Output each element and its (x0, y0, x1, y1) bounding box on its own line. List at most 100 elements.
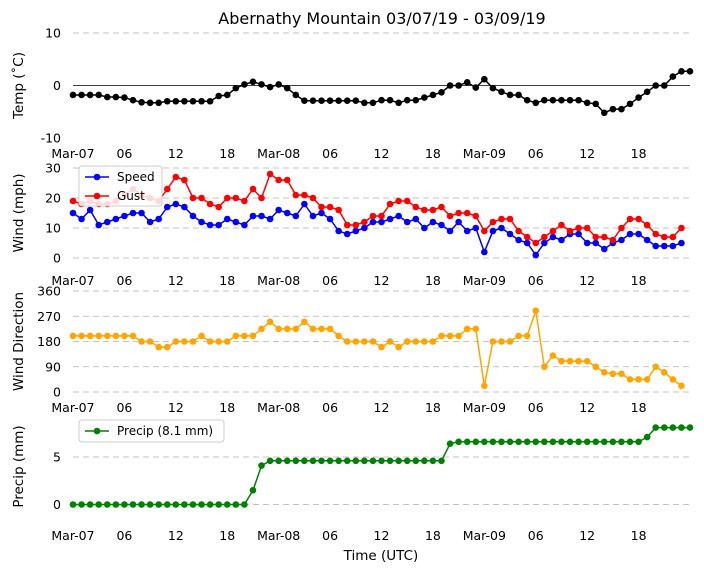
data-point (378, 457, 385, 465)
data-point (163, 501, 171, 508)
data-point (318, 325, 325, 333)
data-point (421, 224, 428, 232)
y-tick-label: 0 (53, 385, 61, 400)
x-tick-label: 18 (425, 273, 441, 288)
data-point (275, 457, 282, 465)
data-point (455, 218, 462, 226)
data-point (652, 230, 660, 238)
legend: Precip (8.1 mm) (78, 419, 225, 443)
x-tick-label: 12 (168, 528, 184, 543)
data-point (575, 357, 582, 365)
data-point (609, 438, 617, 446)
x-tick-label: 12 (579, 273, 595, 288)
panel-dir: 360 270 180 90 0 Wind Direction Mar-07 06 12 18 Ma… (11, 284, 690, 415)
data-point (69, 332, 77, 340)
data-point (463, 79, 471, 86)
data-point (283, 457, 291, 465)
data-point (660, 424, 668, 431)
data-point (78, 332, 85, 340)
x-tick-label: 06 (322, 146, 338, 161)
data-point (335, 97, 342, 105)
data-point (206, 338, 214, 345)
data-point (155, 215, 162, 223)
data-point (481, 438, 488, 446)
x-tick-label: Mar-07 (51, 273, 94, 288)
data-point (198, 97, 205, 105)
data-point (498, 224, 505, 232)
data-point (549, 352, 557, 359)
data-point (575, 230, 582, 238)
data-point (249, 78, 257, 86)
data-point (395, 99, 402, 107)
x-tick-label: 06 (322, 528, 338, 543)
data-point (583, 224, 591, 232)
series-line (72, 172, 682, 244)
data-point (463, 209, 471, 217)
data-point (112, 332, 120, 340)
data-point (609, 105, 617, 113)
data-point (352, 338, 360, 345)
data-point (506, 338, 514, 345)
data-point (318, 457, 325, 465)
data-point (532, 438, 540, 446)
data-point (249, 486, 257, 494)
data-point (532, 307, 540, 314)
x-tick-label: 18 (425, 400, 441, 415)
data-point (241, 81, 248, 88)
data-point (549, 96, 557, 104)
data-point (326, 97, 334, 105)
data-point (326, 325, 334, 333)
data-point (181, 97, 188, 105)
data-point (686, 68, 694, 75)
data-point (352, 221, 360, 229)
data-point (421, 206, 428, 214)
data-point (198, 332, 205, 340)
x-tick-label: 06 (322, 400, 338, 415)
data-point (283, 84, 291, 92)
data-point (395, 197, 402, 205)
data-point (189, 97, 197, 105)
data-point (181, 501, 188, 508)
data-point (206, 200, 214, 208)
data-point (601, 245, 608, 253)
data-point (506, 215, 514, 223)
data-point (249, 185, 257, 193)
data-point (129, 501, 137, 508)
data-point (292, 325, 300, 333)
data-point (429, 91, 437, 99)
data-point (643, 221, 651, 229)
data-point (472, 325, 480, 333)
data-point (155, 99, 162, 107)
data-point (241, 197, 248, 205)
data-point (309, 212, 317, 220)
data-point (335, 332, 342, 340)
data-point (189, 212, 197, 220)
x-tick-label: 18 (631, 400, 647, 415)
data-point (378, 96, 385, 104)
data-point (343, 338, 351, 345)
legend: Speed Gust (78, 165, 163, 207)
data-point (258, 212, 265, 220)
data-point (660, 242, 668, 250)
data-point (361, 224, 368, 232)
data-point (95, 501, 103, 508)
data-point (515, 236, 522, 244)
data-point (643, 376, 651, 383)
data-point (112, 215, 120, 223)
data-point (369, 218, 377, 226)
data-point (678, 239, 685, 247)
data-point (352, 457, 360, 465)
data-point (343, 457, 351, 465)
data-point (446, 227, 454, 235)
data-point (429, 218, 437, 226)
data-point (583, 239, 591, 247)
data-point (412, 96, 420, 104)
data-point (206, 221, 214, 229)
x-tick-label: Mar-08 (257, 400, 300, 415)
data-point (498, 338, 505, 345)
data-point (643, 236, 651, 244)
x-tick-label: 18 (631, 146, 647, 161)
y-tick-label: 0 (53, 251, 61, 266)
data-point (69, 209, 77, 217)
x-tick-label: 18 (631, 273, 647, 288)
